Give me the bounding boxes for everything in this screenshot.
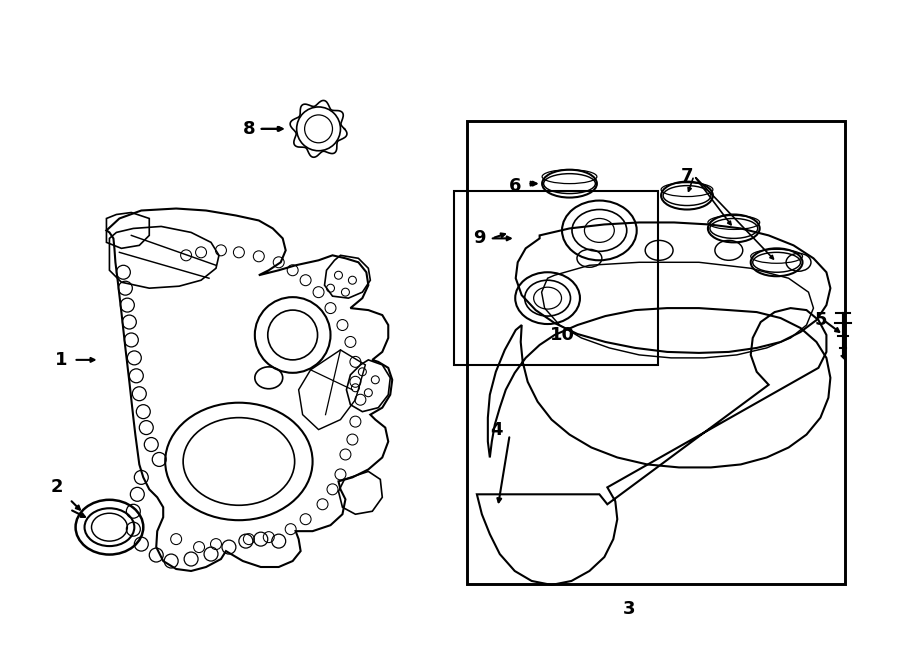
- Text: 2: 2: [50, 479, 63, 496]
- Text: 8: 8: [242, 120, 256, 138]
- Text: 1: 1: [56, 351, 68, 369]
- Text: 6: 6: [508, 177, 521, 195]
- Text: 7: 7: [680, 167, 693, 185]
- Text: 9: 9: [473, 230, 486, 248]
- Bar: [454, 191, 658, 365]
- Text: 3: 3: [623, 600, 635, 618]
- Text: 4: 4: [491, 420, 503, 439]
- Text: 5: 5: [814, 311, 827, 329]
- Bar: [467, 121, 845, 584]
- Text: 10: 10: [550, 326, 575, 344]
